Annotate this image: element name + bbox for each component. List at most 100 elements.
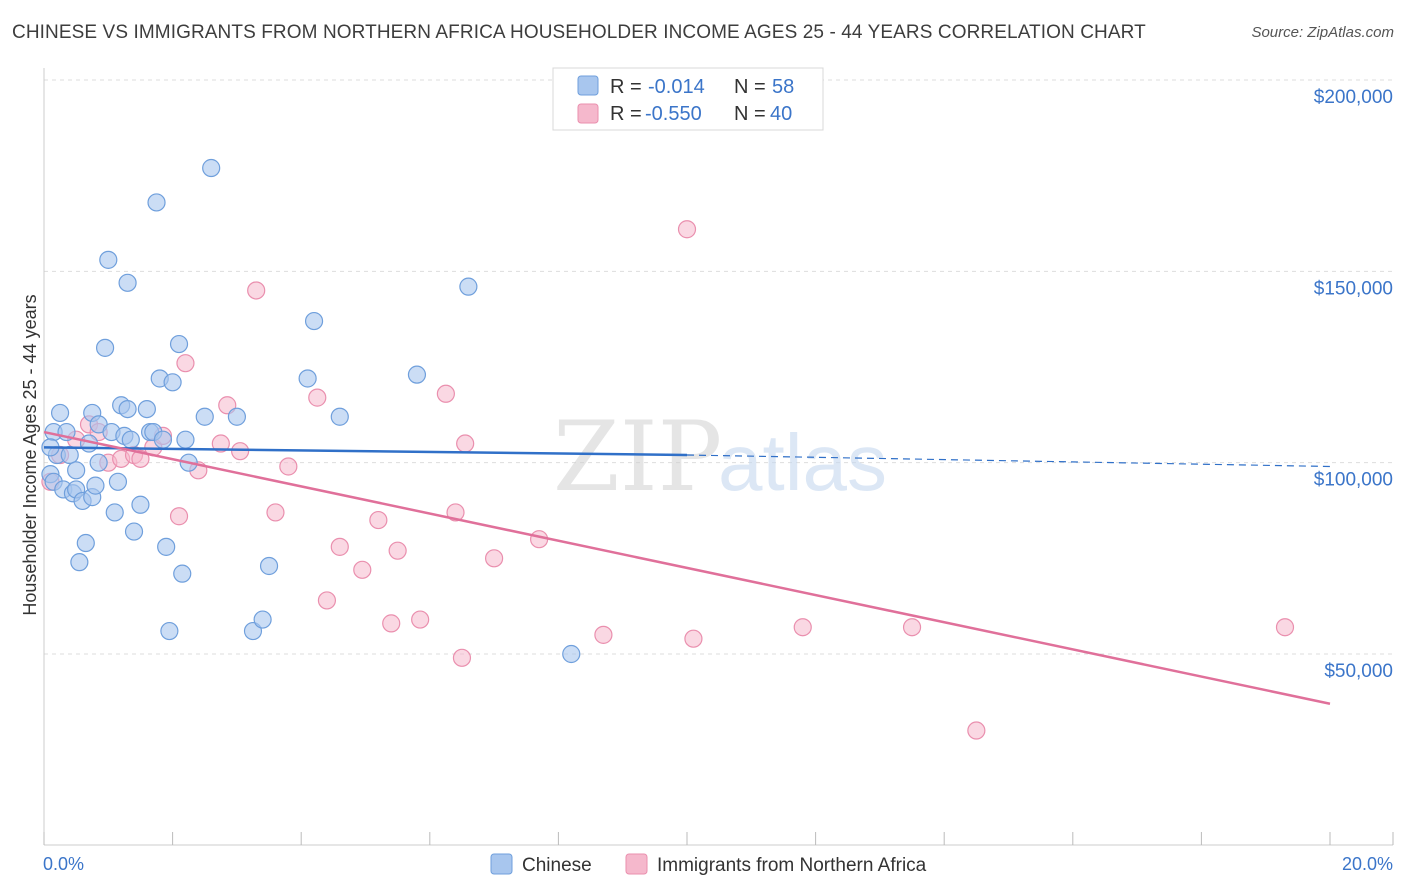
- point-chinese-29: [121, 430, 140, 449]
- point-immigrants-40: [1275, 618, 1295, 637]
- point-chinese-13: [76, 533, 95, 553]
- point-immigrants-12: [176, 354, 195, 373]
- axes: [43, 68, 1394, 846]
- bottom-legend-swatch-immigrants: [625, 853, 648, 875]
- point-immigrants-27: [411, 610, 430, 629]
- y-tick-label-1: $100,000: [1314, 470, 1393, 491]
- point-chinese-7: [60, 445, 79, 465]
- x-tick-labels: 0.0% 20.0%: [43, 854, 1393, 874]
- legend-r-label-2: R =: [610, 103, 642, 125]
- chart-source: Source: ZipAtlas.com: [1251, 24, 1394, 41]
- point-chinese-18: [89, 453, 108, 472]
- point-immigrants-21: [317, 591, 337, 610]
- point-immigrants-30: [452, 648, 472, 667]
- point-chinese-37: [153, 430, 173, 449]
- point-immigrants-38: [902, 618, 922, 637]
- point-chinese-35: [147, 193, 166, 212]
- bottom-legend-swatch-chinese: [490, 853, 513, 875]
- point-chinese-52: [304, 311, 324, 331]
- series-chinese-points: [41, 158, 581, 664]
- point-chinese-24: [108, 472, 128, 491]
- y-tick-label-0: $50,000: [1324, 661, 1393, 682]
- point-chinese-38: [157, 537, 176, 556]
- point-immigrants-23: [353, 560, 372, 579]
- series-legend: Chinese Immigrants from Northern Africa: [490, 853, 927, 876]
- point-immigrants-37: [793, 618, 812, 637]
- legend-r-label-1: R =: [610, 76, 642, 98]
- watermark-zip: ZIP: [553, 401, 722, 513]
- point-chinese-54: [407, 365, 427, 384]
- point-chinese-47: [227, 407, 246, 426]
- point-chinese-40: [163, 373, 182, 392]
- point-immigrants-24: [369, 510, 388, 530]
- point-chinese-11: [70, 553, 89, 572]
- point-immigrants-25: [382, 614, 401, 633]
- point-immigrants-32: [485, 549, 504, 568]
- trend-line-chinese: [43, 446, 688, 457]
- point-immigrants-34: [594, 625, 613, 644]
- point-immigrants-35: [677, 220, 697, 239]
- point-immigrants-33: [530, 530, 549, 549]
- point-chinese-43: [176, 430, 195, 449]
- point-chinese-9: [67, 461, 86, 480]
- point-chinese-23: [105, 503, 124, 522]
- legend-n-label-1: N =: [734, 76, 766, 98]
- point-immigrants-22: [330, 537, 349, 556]
- watermark-atlas: atlas: [718, 418, 887, 507]
- trend-line-immigrants: [43, 430, 1331, 705]
- point-chinese-21: [99, 250, 118, 269]
- bottom-legend-label-chinese: Chinese: [522, 855, 592, 876]
- point-immigrants-19: [279, 457, 298, 476]
- point-immigrants-28: [436, 384, 455, 403]
- point-immigrants-29: [446, 503, 465, 522]
- point-immigrants-16: [231, 442, 250, 461]
- chart-title: CHINESE VS IMMIGRANTS FROM NORTHERN AFRI…: [12, 22, 1146, 43]
- point-immigrants-11: [169, 507, 189, 526]
- point-chinese-27: [118, 273, 137, 292]
- legend-n-value-2: 40: [770, 103, 792, 125]
- point-chinese-56: [562, 644, 581, 664]
- point-chinese-51: [298, 369, 317, 388]
- legend-r-value-2: -0.550: [645, 103, 702, 125]
- point-chinese-53: [330, 407, 349, 426]
- point-chinese-50: [259, 556, 279, 576]
- point-chinese-41: [169, 334, 189, 354]
- point-immigrants-20: [308, 388, 327, 407]
- x-tick-label-0: 0.0%: [43, 854, 84, 874]
- legend-r-value-1: -0.014: [648, 76, 705, 98]
- point-chinese-49: [253, 610, 272, 629]
- legend-n-label-2: N =: [734, 103, 766, 125]
- point-immigrants-14: [211, 434, 230, 453]
- point-chinese-4: [50, 403, 70, 423]
- point-immigrants-17: [247, 281, 266, 300]
- legend-n-value-1: 58: [772, 76, 794, 98]
- trend-lines: [43, 430, 1331, 705]
- correlation-legend: R = -0.014 N = 58 R = -0.550 N = 40: [552, 67, 824, 131]
- point-chinese-20: [95, 338, 115, 357]
- bottom-legend-label-immigrants: Immigrants from Northern Africa: [657, 855, 927, 876]
- grid-lines: [44, 79, 1393, 655]
- y-axis-label: Householder Income Ages 25 - 44 years: [20, 294, 40, 615]
- point-immigrants-18: [266, 503, 285, 522]
- legend-swatch-immigrants: [577, 103, 599, 124]
- point-chinese-30: [124, 522, 144, 541]
- y-tick-label-2: $150,000: [1314, 278, 1393, 299]
- legend-swatch-chinese: [577, 75, 599, 96]
- point-immigrants-36: [684, 629, 703, 648]
- point-chinese-55: [459, 277, 478, 296]
- point-chinese-32: [137, 399, 156, 419]
- point-immigrants-31: [456, 434, 475, 453]
- point-chinese-17: [86, 476, 105, 495]
- point-immigrants-26: [388, 541, 407, 560]
- point-chinese-45: [195, 407, 214, 426]
- point-chinese-46: [202, 158, 221, 178]
- point-chinese-31: [131, 495, 150, 514]
- point-chinese-42: [173, 564, 192, 583]
- y-tick-label-3: $200,000: [1314, 87, 1393, 108]
- point-chinese-39: [160, 621, 179, 641]
- point-chinese-28: [118, 399, 137, 419]
- x-tick-label-1: 20.0%: [1342, 854, 1393, 874]
- y-tick-labels: $50,000 $100,000 $150,000 $200,000: [1314, 87, 1393, 682]
- point-immigrants-39: [967, 721, 986, 740]
